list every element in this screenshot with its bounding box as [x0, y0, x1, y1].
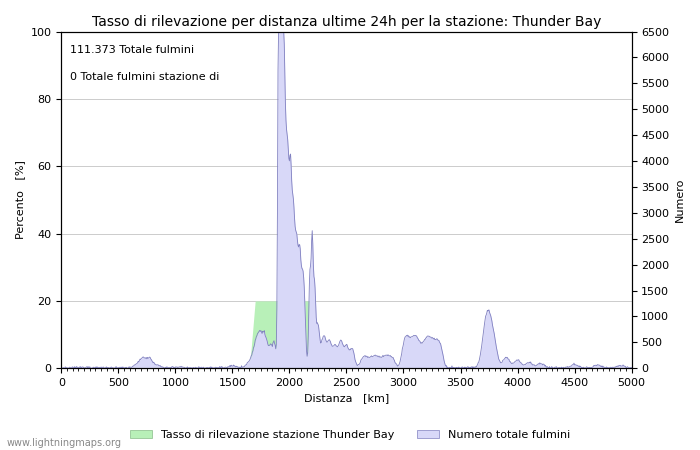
- Text: 0 Totale fulmini stazione di: 0 Totale fulmini stazione di: [70, 72, 219, 82]
- X-axis label: Distanza   [km]: Distanza [km]: [304, 393, 389, 404]
- Text: www.lightningmaps.org: www.lightningmaps.org: [7, 438, 122, 448]
- Text: 111.373 Totale fulmini: 111.373 Totale fulmini: [70, 45, 194, 55]
- Y-axis label: Percento   [%]: Percento [%]: [15, 161, 25, 239]
- Title: Tasso di rilevazione per distanza ultime 24h per la stazione: Thunder Bay: Tasso di rilevazione per distanza ultime…: [92, 15, 601, 29]
- Y-axis label: Numero: Numero: [675, 178, 685, 222]
- Legend: Tasso di rilevazione stazione Thunder Bay, Numero totale fulmini: Tasso di rilevazione stazione Thunder Ba…: [125, 426, 575, 445]
